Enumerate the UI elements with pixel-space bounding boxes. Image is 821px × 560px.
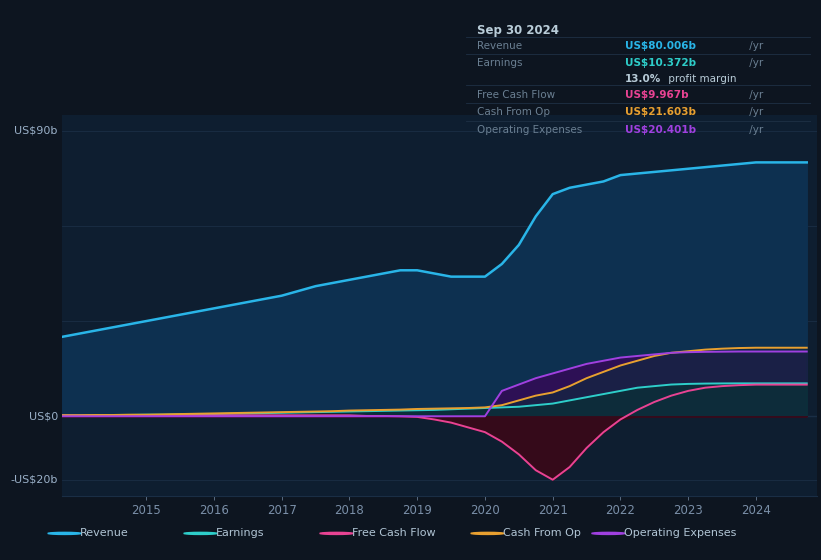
Text: Operating Expenses: Operating Expenses [623, 529, 736, 538]
Text: US$0: US$0 [29, 411, 57, 421]
Text: US$20.401b: US$20.401b [625, 125, 696, 136]
Text: Operating Expenses: Operating Expenses [477, 125, 582, 136]
Text: Revenue: Revenue [80, 529, 128, 538]
Circle shape [471, 533, 504, 534]
Text: /yr: /yr [745, 58, 763, 68]
Circle shape [592, 533, 625, 534]
Circle shape [48, 533, 81, 534]
Circle shape [184, 533, 217, 534]
Text: Cash From Op: Cash From Op [502, 529, 580, 538]
Text: profit margin: profit margin [665, 74, 736, 84]
Text: /yr: /yr [745, 107, 763, 117]
Text: /yr: /yr [745, 41, 763, 51]
Text: US$10.372b: US$10.372b [625, 58, 696, 68]
Text: Earnings: Earnings [216, 529, 264, 538]
Text: /yr: /yr [745, 125, 763, 136]
Text: Revenue: Revenue [477, 41, 522, 51]
Text: Free Cash Flow: Free Cash Flow [477, 90, 555, 100]
Text: 13.0%: 13.0% [625, 74, 661, 84]
Text: US$21.603b: US$21.603b [625, 107, 696, 117]
Text: Free Cash Flow: Free Cash Flow [351, 529, 435, 538]
Text: -US$20b: -US$20b [11, 475, 57, 485]
Text: Sep 30 2024: Sep 30 2024 [477, 24, 558, 37]
Text: US$80.006b: US$80.006b [625, 41, 696, 51]
Text: /yr: /yr [745, 90, 763, 100]
Text: US$9.967b: US$9.967b [625, 90, 689, 100]
Text: Cash From Op: Cash From Op [477, 107, 550, 117]
Circle shape [320, 533, 353, 534]
Text: Earnings: Earnings [477, 58, 522, 68]
Text: US$90b: US$90b [15, 125, 57, 136]
